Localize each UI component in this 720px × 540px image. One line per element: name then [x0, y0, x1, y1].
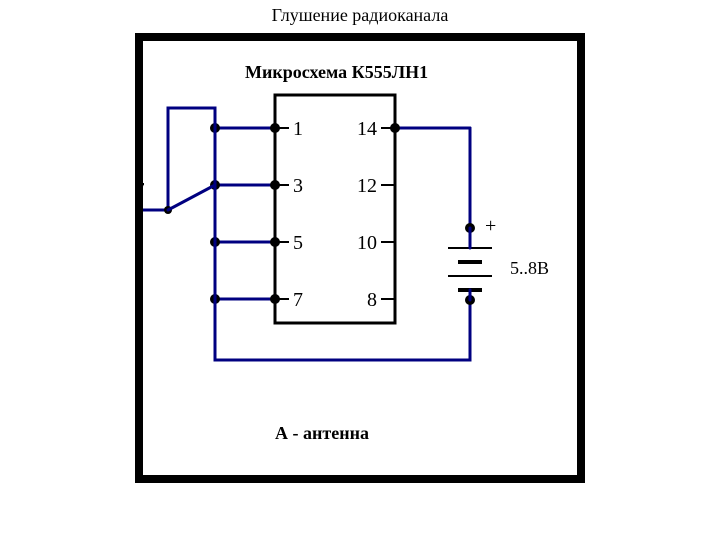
pin-label: 1: [293, 118, 303, 140]
page-title: Глушение радиоканала: [0, 5, 720, 26]
junction-dot: [270, 294, 280, 304]
pin-label: 12: [357, 175, 377, 197]
junction-dot: [270, 123, 280, 133]
junction-dot: [270, 237, 280, 247]
voltage-label: 5..8В: [510, 258, 549, 279]
junction-dot: [390, 123, 400, 133]
pin-label: 7: [293, 289, 303, 311]
junction-dot: [270, 180, 280, 190]
pin-label: 8: [367, 289, 377, 311]
pin-label: 3: [293, 175, 303, 197]
antenna-note: А - антенна: [275, 423, 369, 444]
pin-label: 10: [357, 232, 377, 254]
pin-label: 5: [293, 232, 303, 254]
chip-label: Микросхема К555ЛН1: [245, 62, 428, 83]
pin-label: 14: [357, 118, 377, 140]
battery-plus: +: [485, 215, 496, 237]
varcap-arrowhead: [143, 184, 144, 194]
